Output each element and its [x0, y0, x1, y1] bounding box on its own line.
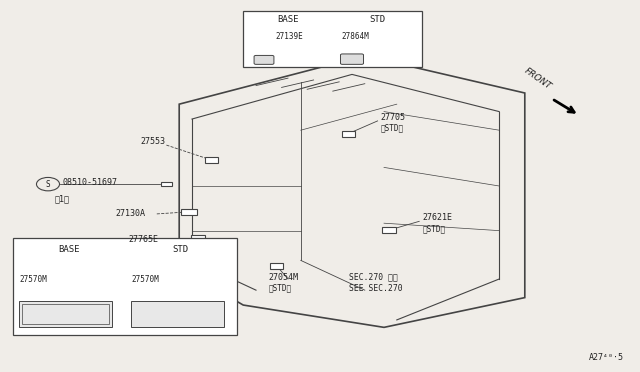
Bar	[13, 238, 237, 335]
Bar	[243, 11, 422, 67]
Bar	[382, 227, 396, 233]
Text: 27765E: 27765E	[128, 235, 158, 244]
Text: 27705: 27705	[381, 113, 406, 122]
Text: （1）: （1）	[54, 195, 69, 203]
FancyBboxPatch shape	[254, 55, 274, 64]
Text: S: S	[45, 180, 51, 189]
Bar	[19, 301, 112, 327]
Bar	[180, 209, 197, 215]
Text: 27570M: 27570M	[19, 275, 47, 283]
Text: 08510-51697: 08510-51697	[62, 178, 117, 187]
Text: 27054M: 27054M	[269, 273, 299, 282]
Text: A27⁴⁰·5: A27⁴⁰·5	[589, 353, 624, 362]
Text: STD: STD	[369, 15, 386, 24]
Text: 27570M: 27570M	[131, 275, 159, 283]
Text: （STD）: （STD）	[381, 124, 404, 133]
Text: 27130A: 27130A	[115, 209, 145, 218]
Bar	[270, 263, 283, 269]
Text: 27864M: 27864M	[342, 32, 369, 41]
Bar	[161, 182, 172, 186]
Bar	[22, 304, 109, 324]
Text: BASE: BASE	[58, 245, 79, 254]
Text: SEC.270 参照: SEC.270 参照	[349, 273, 397, 282]
Text: 27139E: 27139E	[275, 32, 303, 41]
Text: （STD）: （STD）	[269, 284, 292, 293]
Text: SEE SEC.270: SEE SEC.270	[349, 284, 403, 293]
Bar	[342, 131, 355, 137]
Text: （STD）: （STD）	[422, 224, 445, 233]
Bar	[131, 301, 224, 327]
FancyBboxPatch shape	[340, 54, 364, 64]
Text: 27553: 27553	[141, 137, 166, 146]
Text: FRONT: FRONT	[522, 66, 553, 91]
Text: STD: STD	[173, 245, 189, 254]
Bar	[205, 157, 218, 163]
Bar	[191, 235, 205, 241]
Text: BASE: BASE	[277, 15, 299, 24]
Text: 27621E: 27621E	[422, 213, 452, 222]
